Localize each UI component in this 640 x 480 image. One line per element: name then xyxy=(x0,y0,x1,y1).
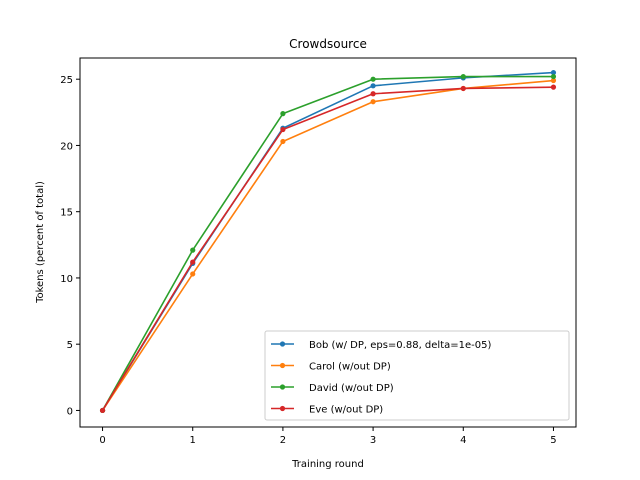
data-point xyxy=(550,77,557,84)
y-tick-label: 0 xyxy=(67,406,73,417)
x-tick-label: 4 xyxy=(460,435,466,446)
data-point xyxy=(550,69,557,76)
data-point xyxy=(370,83,376,89)
data-point xyxy=(460,85,466,92)
data-point xyxy=(190,271,196,277)
x-tick-label: 3 xyxy=(370,435,376,446)
plot-area xyxy=(79,57,577,428)
legend-swatch-marker xyxy=(279,384,286,390)
x-axis-label: Training round xyxy=(291,459,364,470)
x-tick-label: 1 xyxy=(190,435,196,446)
data-point xyxy=(190,259,196,265)
y-tick-label: 5 xyxy=(67,340,73,351)
data-point xyxy=(550,73,557,80)
legend: Bob (w/ DP, eps=0.88, delta=1e-05) Carol … xyxy=(264,330,570,421)
y-axis-label: Tokens (percent of total) xyxy=(35,181,46,304)
data-point xyxy=(550,84,557,90)
legend-swatch-marker xyxy=(279,405,286,412)
series-line xyxy=(101,75,554,411)
y-tick-label: 10 xyxy=(60,274,73,285)
series-line xyxy=(101,86,554,411)
legend-label: Carol (w/out DP) xyxy=(309,362,391,373)
x-tick-label: 0 xyxy=(99,435,105,446)
data-point xyxy=(99,407,106,414)
y-tick-label: 15 xyxy=(60,208,73,219)
legend-label: Bob (w/ DP, eps=0.88, delta=1e-05) xyxy=(309,340,491,351)
data-point xyxy=(460,73,466,80)
chart-title: Crowdsource xyxy=(289,37,367,51)
x-tick-label: 5 xyxy=(550,435,556,446)
data-point xyxy=(370,76,376,82)
y-axis: 0 5 10 15 20 25 xyxy=(60,75,80,417)
data-point xyxy=(370,91,376,97)
y-tick-label: 20 xyxy=(60,141,73,152)
data-point xyxy=(370,99,376,105)
series-layer xyxy=(99,69,557,414)
legend-swatch-marker xyxy=(279,341,286,347)
data-point xyxy=(280,111,286,117)
legend-box xyxy=(264,330,570,421)
legend-label: David (w/out DP) xyxy=(309,383,394,394)
series-line xyxy=(101,79,554,411)
data-point xyxy=(280,126,286,133)
x-tick-label: 2 xyxy=(280,435,286,446)
legend-swatch-marker xyxy=(279,362,286,369)
legend-label: Eve (w/out DP) xyxy=(309,405,383,416)
data-point xyxy=(190,247,196,253)
y-tick-label: 25 xyxy=(60,75,73,86)
x-axis: 0 1 2 3 4 5 xyxy=(99,427,557,446)
data-point xyxy=(280,138,286,145)
